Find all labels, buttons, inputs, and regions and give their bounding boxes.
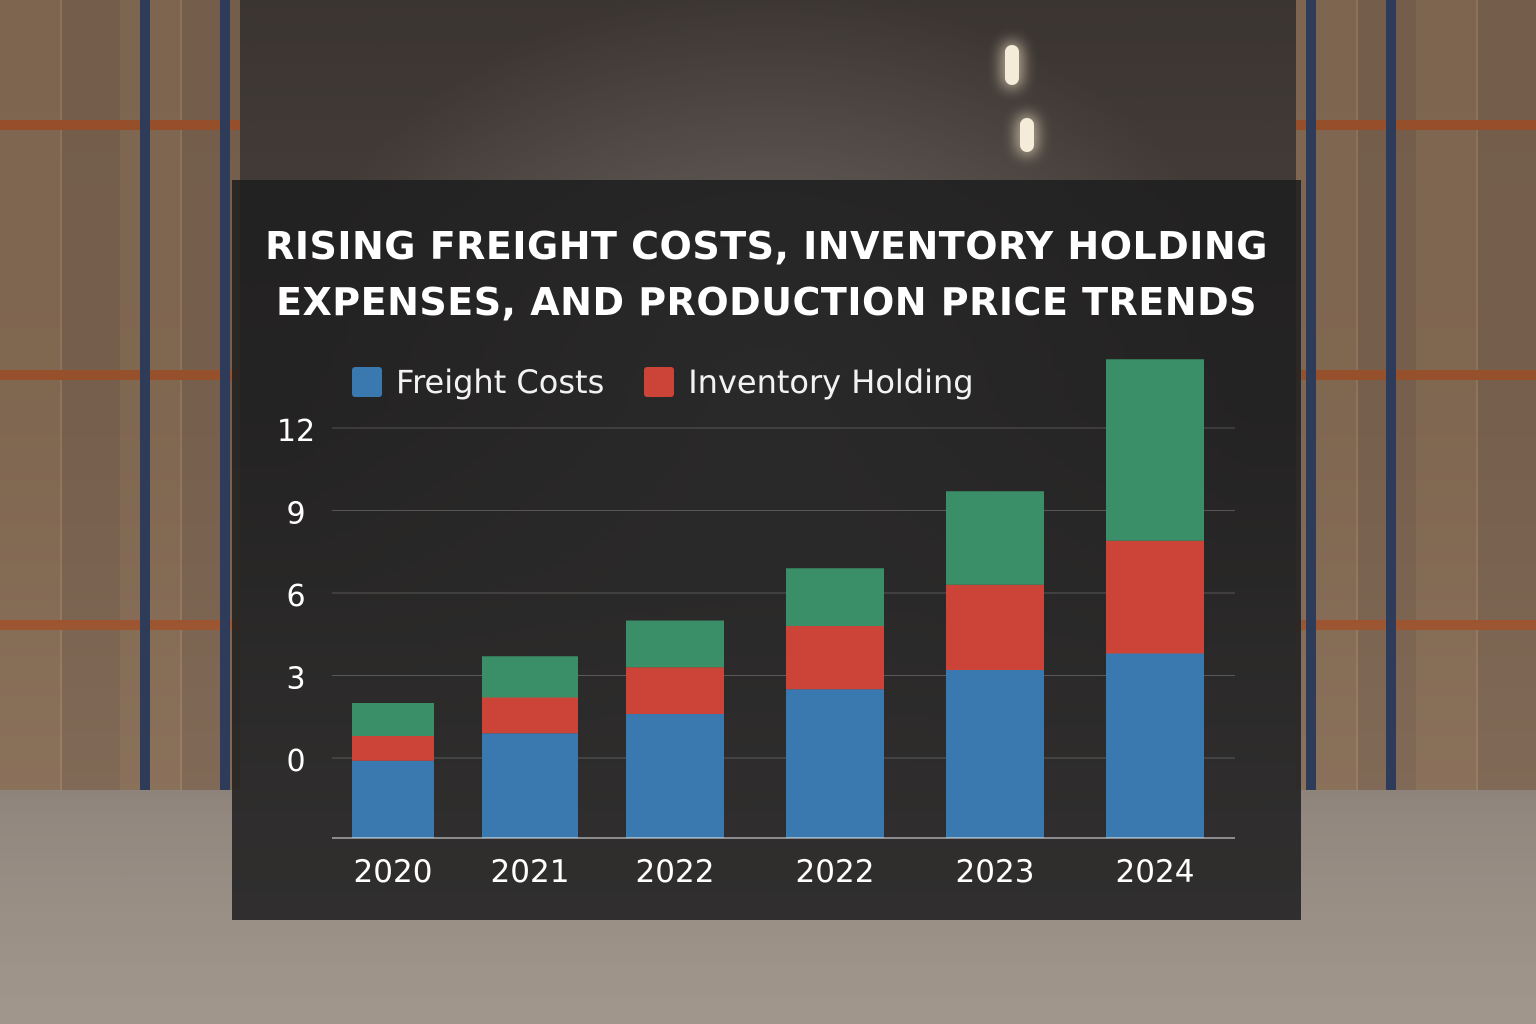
y-tick-label: 0 xyxy=(286,744,305,779)
chart-title: RISING FREIGHT COSTS, INVENTORY HOLDING … xyxy=(232,218,1301,330)
bar-segment-freight xyxy=(482,733,578,838)
chart-title-line: EXPENSES, AND PRODUCTION PRICE TRENDS xyxy=(276,280,1257,324)
bar-segment-freight xyxy=(626,714,724,838)
bar-segment-inventory xyxy=(1106,540,1204,654)
x-tick-label: 2024 xyxy=(1116,854,1195,890)
bar-segment-production xyxy=(352,703,434,736)
x-tick-label: 2020 xyxy=(354,854,433,890)
bar-segment-inventory xyxy=(352,736,434,761)
y-tick-label: 6 xyxy=(286,579,305,614)
bar-segment-production xyxy=(946,491,1044,585)
x-tick-label: 2023 xyxy=(956,854,1035,890)
bar-segment-inventory xyxy=(482,697,578,734)
right-shelf-post xyxy=(1386,0,1396,790)
legend-swatch-freight xyxy=(352,367,382,397)
bar-segment-freight xyxy=(352,760,434,838)
ceiling-light xyxy=(1005,45,1019,85)
left-shelf-post xyxy=(220,0,230,790)
right-shelf-post xyxy=(1306,0,1316,790)
y-tick-label: 12 xyxy=(277,414,315,449)
chart-legend: Freight Costs Inventory Holding xyxy=(352,362,974,402)
legend-swatch-inventory xyxy=(644,367,675,397)
bar-segment-inventory xyxy=(626,667,724,714)
left-shelving xyxy=(0,0,240,790)
legend-item-inventory: Inventory Holding xyxy=(644,363,974,401)
chart-title-line: RISING FREIGHT COSTS, INVENTORY HOLDING xyxy=(265,224,1268,268)
legend-item-freight: Freight Costs xyxy=(352,363,604,401)
y-tick-label: 3 xyxy=(286,662,305,697)
right-shelving xyxy=(1296,0,1536,790)
legend-label-inventory: Inventory Holding xyxy=(688,363,974,401)
ceiling-light xyxy=(1020,118,1034,152)
x-tick-label: 2022 xyxy=(636,854,715,890)
x-tick-label: 2021 xyxy=(491,854,570,890)
bar-segment-production xyxy=(786,568,884,626)
stacked-bar-chart: 12 9 6 3 0 2020 2021 2022 2022 2023 2024 xyxy=(277,359,1235,890)
chart-panel: RISING FREIGHT COSTS, INVENTORY HOLDING … xyxy=(232,180,1301,920)
bar-segment-production xyxy=(626,620,724,668)
legend-label-freight: Freight Costs xyxy=(396,363,605,401)
y-tick-label: 9 xyxy=(286,497,305,532)
bar-segment-freight xyxy=(946,670,1044,838)
x-tick-label: 2022 xyxy=(796,854,875,890)
bar-segment-inventory xyxy=(946,584,1044,670)
bar-segment-freight xyxy=(1106,653,1204,838)
bar-segment-inventory xyxy=(786,626,884,690)
bar-segment-production xyxy=(1106,359,1204,541)
bar-segment-production xyxy=(482,656,578,698)
bar-segment-freight xyxy=(786,689,884,838)
left-shelf-post xyxy=(140,0,150,790)
